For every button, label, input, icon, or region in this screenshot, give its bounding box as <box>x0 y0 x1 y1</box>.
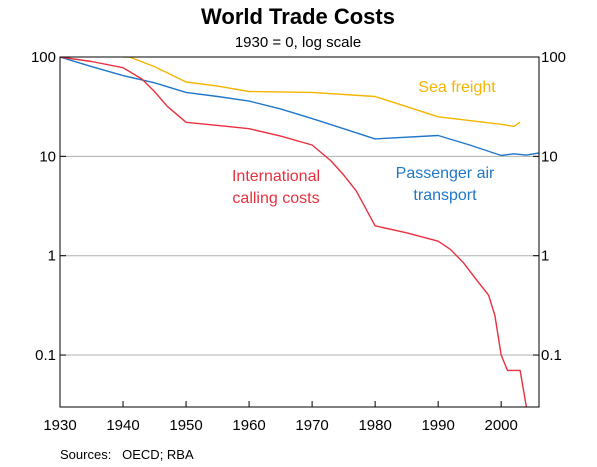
series-label-passenger-air-transport: transport <box>413 187 477 204</box>
x-tick-label: 1980 <box>358 417 391 434</box>
series-label-sea-freight: Sea freight <box>418 79 496 96</box>
y-tick-label-right: 1 <box>541 248 549 265</box>
y-tick-label-right: 100 <box>541 49 566 66</box>
series-lines <box>60 57 539 407</box>
chart-subtitle: 1930 = 0, log scale <box>235 34 361 51</box>
source-note: Sources: OECD; RBA <box>60 447 194 462</box>
series-label-international-calling-costs: calling costs <box>232 190 319 207</box>
series-label-international-calling-costs: International <box>232 168 320 185</box>
x-tick-label: 1940 <box>106 417 139 434</box>
series-line-international-calling-costs <box>60 57 528 407</box>
axis-labels: 100 100 10 10 1 1 0.1 0.1 1930 1940 1950 1960 1970 19… <box>31 49 566 434</box>
y-tick-label-left: 0.1 <box>35 347 56 364</box>
x-tick-label: 2000 <box>484 417 517 434</box>
y-tick-label-left: 1 <box>48 248 56 265</box>
y-tick-label-right: 10 <box>541 148 558 165</box>
y-tick-label-left: 10 <box>39 148 56 165</box>
plot-frame <box>59 56 540 408</box>
series-annotations: Sea freight Passenger air transport Interna… <box>232 79 496 207</box>
y-tick-label-left: 100 <box>31 49 56 66</box>
x-tick-label: 1950 <box>169 417 202 434</box>
x-tick-label: 1930 <box>43 417 76 434</box>
x-tick-label: 1960 <box>232 417 265 434</box>
x-tick-label: 1970 <box>295 417 328 434</box>
series-line-sea-freight <box>123 57 521 128</box>
x-tick-label: 1990 <box>421 417 454 434</box>
series-label-passenger-air-transport: Passenger air <box>396 165 495 182</box>
axis-ticks <box>59 56 539 407</box>
chart-title: World Trade Costs <box>201 4 395 29</box>
y-tick-label-right: 0.1 <box>541 347 562 364</box>
